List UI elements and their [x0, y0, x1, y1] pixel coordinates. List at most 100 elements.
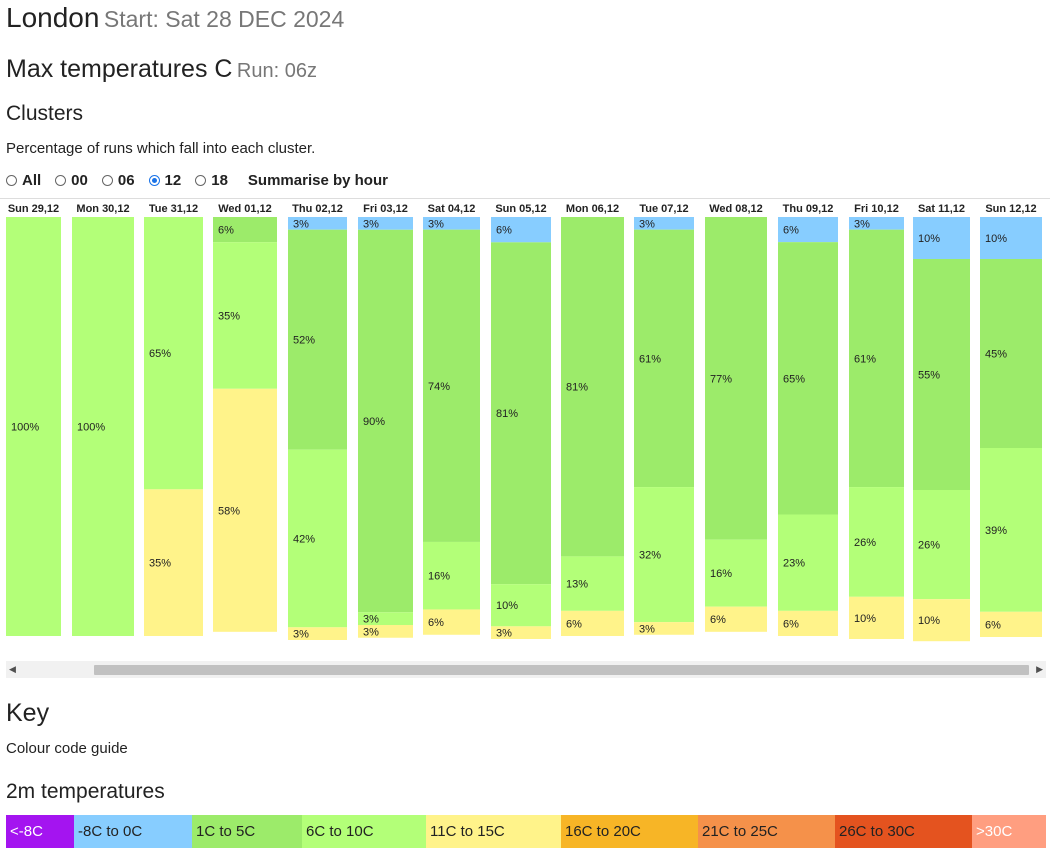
radio-icon[interactable]: [6, 175, 17, 186]
run-label: Run: 06z: [236, 60, 317, 82]
cluster-segment: [423, 217, 480, 230]
cluster-percent-label: 35%: [149, 558, 171, 570]
scroll-left-icon[interactable]: ◀: [9, 664, 16, 674]
cluster-percent-label: 58%: [218, 505, 240, 517]
cluster-percent-label: 10%: [854, 613, 876, 625]
day-label: Wed 01,12: [218, 203, 272, 215]
cluster-percent-label: 65%: [783, 373, 805, 385]
cluster-percent-label: 77%: [710, 373, 732, 385]
run-selector: All 00 06 12 18 Summarise by hour: [6, 172, 388, 189]
cluster-percent-label: 3%: [363, 218, 379, 230]
horizontal-scrollbar[interactable]: ◀ ▶: [6, 661, 1046, 678]
cluster-segment: [358, 625, 413, 638]
legend-band: <-8C: [6, 815, 74, 848]
cluster-percent-label: 65%: [149, 348, 171, 360]
cluster-percent-label: 3%: [854, 218, 870, 230]
cluster-segment: [849, 217, 904, 230]
cluster-segment: [849, 487, 904, 597]
day-label: Mon 06,12: [566, 203, 619, 215]
cluster-percent-label: 42%: [293, 533, 315, 545]
cluster-percent-label: 61%: [639, 353, 661, 365]
cluster-percent-label: 90%: [363, 416, 385, 428]
run-option-all[interactable]: All: [6, 172, 41, 189]
page-title: London Start: Sat 28 DEC 2024: [6, 2, 344, 34]
run-option-18[interactable]: 18: [195, 172, 228, 189]
run-option-label: 12: [164, 172, 182, 189]
cluster-segment: [913, 599, 970, 642]
chart-title: Max temperatures C: [6, 55, 233, 83]
run-option-06[interactable]: 06: [101, 172, 135, 189]
cluster-percent-label: 3%: [496, 628, 512, 640]
radio-icon[interactable]: [55, 175, 67, 186]
day-label: Thu 09,12: [783, 203, 834, 215]
cluster-percent-label: 3%: [363, 614, 379, 626]
cluster-percent-label: 32%: [639, 550, 661, 562]
legend-band: >30C: [972, 815, 1046, 848]
key-subtitle: Colour code guide: [6, 740, 128, 757]
cluster-percent-label: 10%: [918, 233, 940, 245]
run-option-00[interactable]: 00: [55, 172, 88, 189]
cluster-segment: [705, 217, 767, 540]
scroll-right-icon[interactable]: ▶: [1036, 664, 1043, 674]
cluster-segment: [561, 610, 624, 636]
cluster-segment: [980, 611, 1042, 637]
cluster-segment: [634, 229, 694, 488]
cluster-percent-label: 35%: [218, 310, 240, 322]
cluster-segment: [213, 217, 277, 243]
cluster-percent-label: 52%: [293, 335, 315, 347]
cluster-percent-label: 6%: [566, 618, 582, 630]
cluster-percent-label: 23%: [783, 558, 805, 570]
cluster-segment: [913, 259, 970, 490]
scroll-thumb[interactable]: [94, 665, 1029, 675]
cluster-percent-label: 6%: [710, 614, 726, 626]
cluster-percent-label: 45%: [985, 349, 1007, 361]
cluster-segment: [913, 217, 970, 259]
cluster-percent-label: 26%: [854, 537, 876, 549]
legend-band: 26C to 30C: [835, 815, 972, 848]
cluster-percent-label: 81%: [496, 408, 518, 420]
cluster-segment: [358, 612, 413, 625]
day-label: Sat 11,12: [918, 203, 965, 215]
cluster-segment: [491, 242, 551, 585]
cluster-segment: [778, 514, 838, 611]
cluster-percent-label: 16%: [710, 568, 732, 580]
cluster-segment: [6, 217, 61, 636]
cluster-percent-label: 10%: [918, 615, 940, 627]
cluster-segment: [778, 217, 838, 243]
cluster-percent-label: 3%: [293, 218, 309, 230]
day-label: Mon 30,12: [76, 203, 129, 215]
cluster-percent-label: 3%: [428, 218, 444, 230]
start-date: Start: Sat 28 DEC 2024: [103, 6, 345, 32]
run-option-12[interactable]: 12: [148, 172, 182, 189]
cluster-percent-label: 6%: [496, 225, 512, 237]
cluster-percent-label: 16%: [428, 571, 450, 583]
cluster-percent-label: 3%: [293, 629, 309, 641]
cluster-percent-label: 6%: [428, 617, 444, 629]
day-label: Sun 12,12: [985, 203, 1036, 215]
cluster-segment: [423, 229, 480, 542]
cluster-percent-label: 81%: [566, 382, 588, 394]
cluster-segment: [358, 229, 413, 613]
cluster-percent-label: 13%: [566, 579, 588, 591]
cluster-segment: [288, 229, 347, 450]
legend-band: 6C to 10C: [302, 815, 426, 848]
run-option-label: 00: [71, 172, 88, 189]
radio-icon[interactable]: [148, 175, 160, 186]
cluster-percent-label: 39%: [985, 525, 1007, 537]
day-label: Fri 03,12: [363, 203, 408, 215]
cluster-segment: [423, 609, 480, 635]
cluster-segment: [634, 217, 694, 230]
cluster-segment: [491, 626, 551, 639]
day-label: Wed 08,12: [709, 203, 763, 215]
cluster-segment: [705, 606, 767, 632]
cluster-segment: [634, 487, 694, 623]
radio-icon[interactable]: [101, 175, 113, 186]
chart-heading: Max temperatures C Run: 06z: [6, 55, 317, 84]
day-label: Sat 04,12: [428, 203, 476, 215]
day-label: Fri 10,12: [854, 203, 899, 215]
cluster-segment: [144, 217, 203, 490]
day-label: Thu 02,12: [292, 203, 343, 215]
day-label: Tue 07,12: [639, 203, 688, 215]
legend-band: -8C to 0C: [74, 815, 192, 848]
radio-icon[interactable]: [195, 175, 207, 186]
